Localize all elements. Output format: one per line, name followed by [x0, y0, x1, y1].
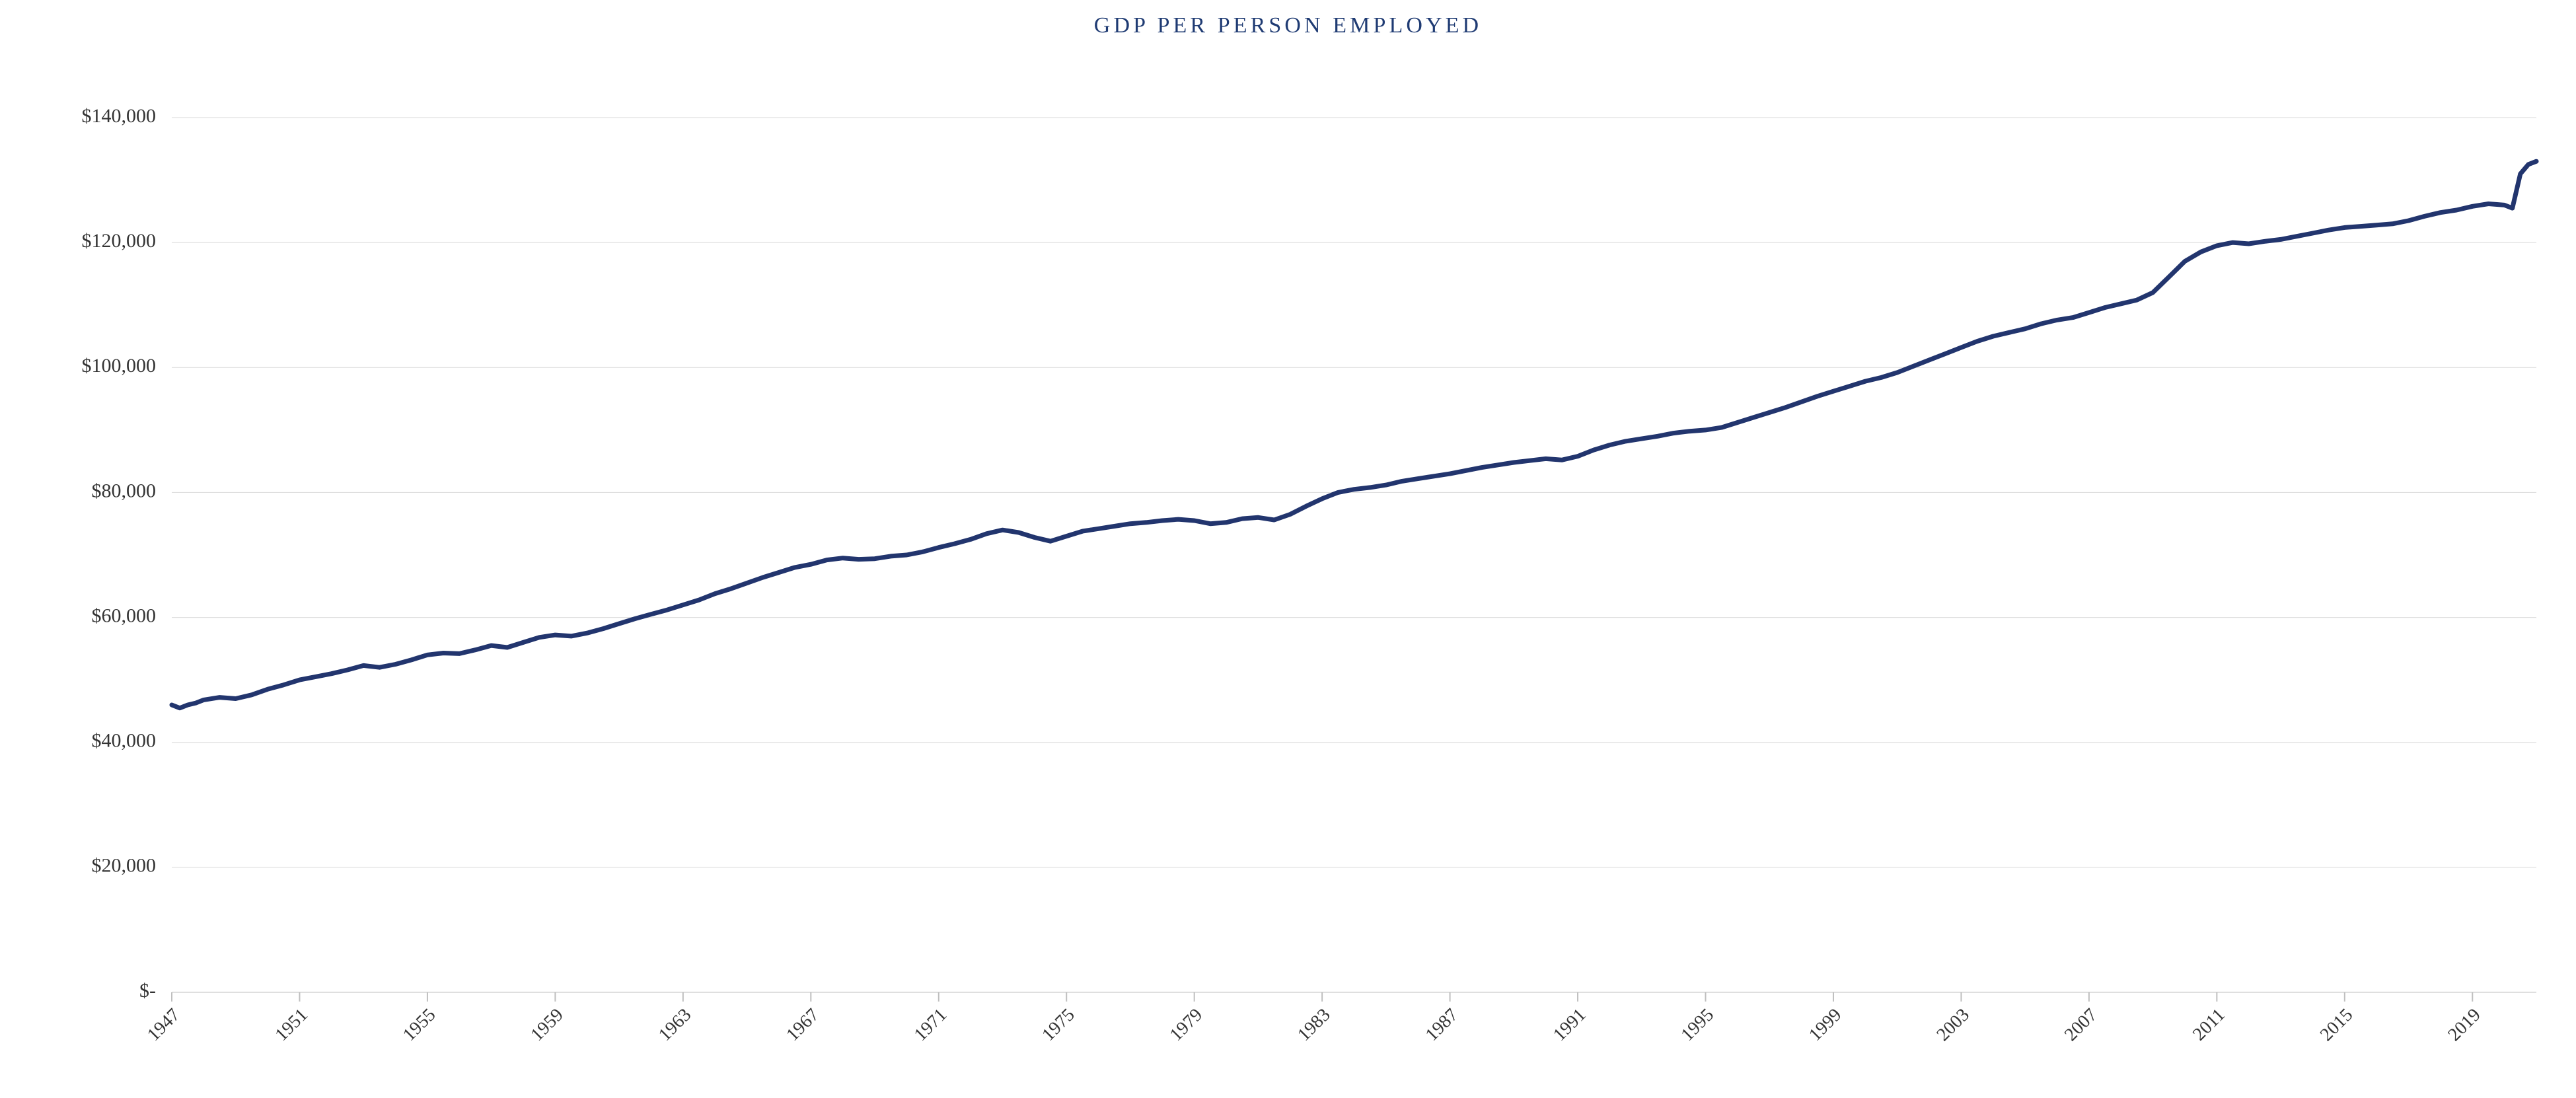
y-tick-label: $80,000	[92, 480, 157, 501]
line-chart: 1947195119551959196319671971197519791983…	[0, 45, 2576, 1098]
y-tick-label: $40,000	[92, 730, 157, 752]
y-tick-label: $120,000	[82, 230, 157, 252]
chart-container: GDP PER PERSON EMPLOYED 1947195119551959…	[0, 0, 2576, 1098]
y-tick-label: $140,000	[82, 105, 157, 127]
y-tick-label: $60,000	[92, 604, 157, 626]
y-tick-label: $100,000	[82, 355, 157, 377]
chart-title: GDP PER PERSON EMPLOYED	[0, 0, 2576, 45]
y-tick-label: $20,000	[92, 855, 157, 877]
y-tick-label: $-	[139, 980, 156, 1002]
